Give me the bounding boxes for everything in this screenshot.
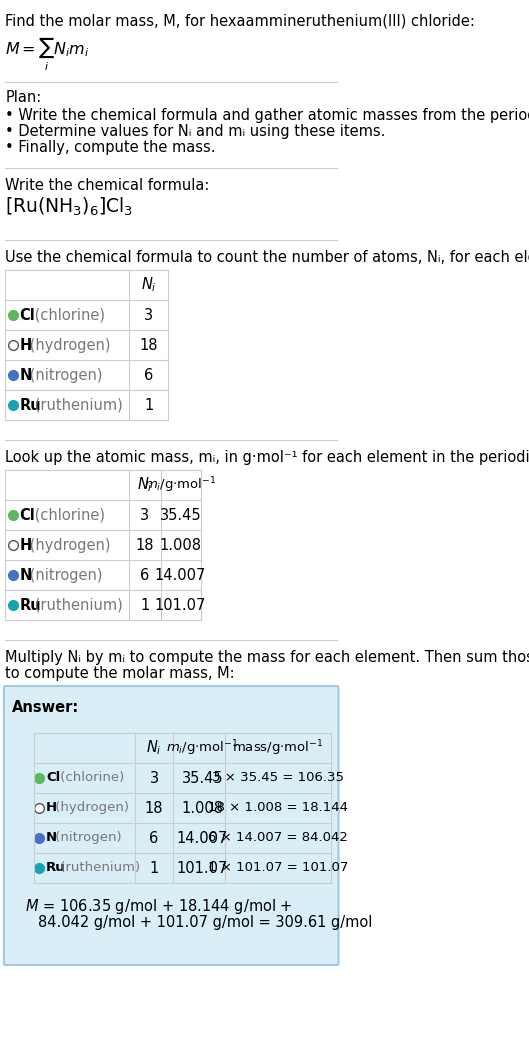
Text: 101.07: 101.07 bbox=[155, 598, 206, 613]
Text: (nitrogen): (nitrogen) bbox=[51, 831, 122, 844]
Text: • Write the chemical formula and gather atomic masses from the periodic table.: • Write the chemical formula and gather … bbox=[5, 108, 529, 123]
Text: N: N bbox=[20, 568, 32, 583]
Text: 6 × 14.007 = 84.042: 6 × 14.007 = 84.042 bbox=[208, 831, 348, 844]
Text: H: H bbox=[20, 338, 32, 353]
Text: (nitrogen): (nitrogen) bbox=[25, 568, 103, 583]
Text: 3: 3 bbox=[140, 508, 150, 523]
Text: 6: 6 bbox=[140, 568, 150, 583]
Text: Ru: Ru bbox=[20, 398, 41, 413]
Text: $M = \sum_i N_i m_i$: $M = \sum_i N_i m_i$ bbox=[5, 36, 89, 74]
Text: 3 × 35.45 = 106.35: 3 × 35.45 = 106.35 bbox=[212, 770, 344, 784]
Text: $m_i/\mathrm{g{\cdot}mol^{-1}}$: $m_i/\mathrm{g{\cdot}mol^{-1}}$ bbox=[166, 738, 239, 758]
Text: 1 × 101.07 = 101.07: 1 × 101.07 = 101.07 bbox=[208, 861, 348, 874]
Text: (hydrogen): (hydrogen) bbox=[25, 338, 111, 353]
Text: $M$ = 106.35 g/mol + 18.144 g/mol +: $M$ = 106.35 g/mol + 18.144 g/mol + bbox=[24, 897, 292, 916]
Text: • Determine values for Nᵢ and mᵢ using these items.: • Determine values for Nᵢ and mᵢ using t… bbox=[5, 124, 386, 139]
Text: 3: 3 bbox=[144, 308, 153, 323]
Text: 1: 1 bbox=[144, 398, 153, 413]
Text: Cl: Cl bbox=[20, 308, 35, 323]
Text: $m_i/\mathrm{g{\cdot}mol^{-1}}$: $m_i/\mathrm{g{\cdot}mol^{-1}}$ bbox=[144, 475, 217, 494]
Text: $\mathrm{mass/g{\cdot}mol^{-1}}$: $\mathrm{mass/g{\cdot}mol^{-1}}$ bbox=[232, 738, 324, 758]
Text: Answer:: Answer: bbox=[12, 700, 79, 715]
Text: • Finally, compute the mass.: • Finally, compute the mass. bbox=[5, 140, 216, 155]
Text: (hydrogen): (hydrogen) bbox=[25, 538, 111, 553]
Text: (chlorine): (chlorine) bbox=[56, 770, 124, 784]
Text: (ruthenium): (ruthenium) bbox=[30, 398, 123, 413]
Text: 18: 18 bbox=[136, 538, 154, 553]
Text: $N_i$: $N_i$ bbox=[146, 738, 162, 757]
Text: Ru: Ru bbox=[20, 598, 41, 613]
Text: Multiply Nᵢ by mᵢ to compute the mass for each element. Then sum those values: Multiply Nᵢ by mᵢ to compute the mass fo… bbox=[5, 650, 529, 665]
Text: N: N bbox=[20, 368, 32, 383]
Text: (hydrogen): (hydrogen) bbox=[51, 801, 130, 814]
Text: Cl: Cl bbox=[46, 770, 60, 784]
Text: N: N bbox=[46, 831, 57, 844]
Text: 6: 6 bbox=[149, 831, 159, 846]
Text: Ru: Ru bbox=[46, 861, 66, 874]
Text: 18 × 1.008 = 18.144: 18 × 1.008 = 18.144 bbox=[208, 801, 348, 814]
Text: $N_i$: $N_i$ bbox=[137, 475, 153, 493]
Text: 6: 6 bbox=[144, 368, 153, 383]
Text: (ruthenium): (ruthenium) bbox=[30, 598, 123, 613]
Text: 35.45: 35.45 bbox=[160, 508, 202, 523]
Text: 14.007: 14.007 bbox=[177, 831, 229, 846]
Text: Use the chemical formula to count the number of atoms, Nᵢ, for each element:: Use the chemical formula to count the nu… bbox=[5, 250, 529, 265]
Text: 1.008: 1.008 bbox=[181, 801, 224, 816]
Text: H: H bbox=[20, 538, 32, 553]
Text: Plan:: Plan: bbox=[5, 90, 41, 105]
Text: 1.008: 1.008 bbox=[160, 538, 202, 553]
Text: 35.45: 35.45 bbox=[182, 770, 223, 786]
Text: 18: 18 bbox=[140, 338, 158, 353]
Text: to compute the molar mass, M:: to compute the molar mass, M: bbox=[5, 666, 235, 681]
Text: 1: 1 bbox=[140, 598, 150, 613]
Text: 3: 3 bbox=[150, 770, 159, 786]
Text: 1: 1 bbox=[149, 861, 159, 876]
Text: Cl: Cl bbox=[20, 508, 35, 523]
Text: Write the chemical formula:: Write the chemical formula: bbox=[5, 178, 209, 193]
Text: 84.042 g/mol + 101.07 g/mol = 309.61 g/mol: 84.042 g/mol + 101.07 g/mol = 309.61 g/m… bbox=[38, 915, 372, 930]
Text: 18: 18 bbox=[145, 801, 163, 816]
Text: $N_i$: $N_i$ bbox=[141, 275, 157, 294]
Text: $[\mathrm{Ru(NH_3)_6]Cl_3}$: $[\mathrm{Ru(NH_3)_6]Cl_3}$ bbox=[5, 196, 133, 218]
Text: Look up the atomic mass, mᵢ, in g·mol⁻¹ for each element in the periodic table:: Look up the atomic mass, mᵢ, in g·mol⁻¹ … bbox=[5, 450, 529, 465]
Text: (nitrogen): (nitrogen) bbox=[25, 368, 103, 383]
Text: (ruthenium): (ruthenium) bbox=[56, 861, 140, 874]
Text: (chlorine): (chlorine) bbox=[30, 508, 105, 523]
FancyBboxPatch shape bbox=[4, 686, 339, 965]
Text: H: H bbox=[46, 801, 57, 814]
Text: 14.007: 14.007 bbox=[155, 568, 206, 583]
Text: 101.07: 101.07 bbox=[177, 861, 229, 876]
Text: (chlorine): (chlorine) bbox=[30, 308, 105, 323]
Text: Find the molar mass, M, for hexaammineruthenium(III) chloride:: Find the molar mass, M, for hexaammineru… bbox=[5, 14, 475, 30]
